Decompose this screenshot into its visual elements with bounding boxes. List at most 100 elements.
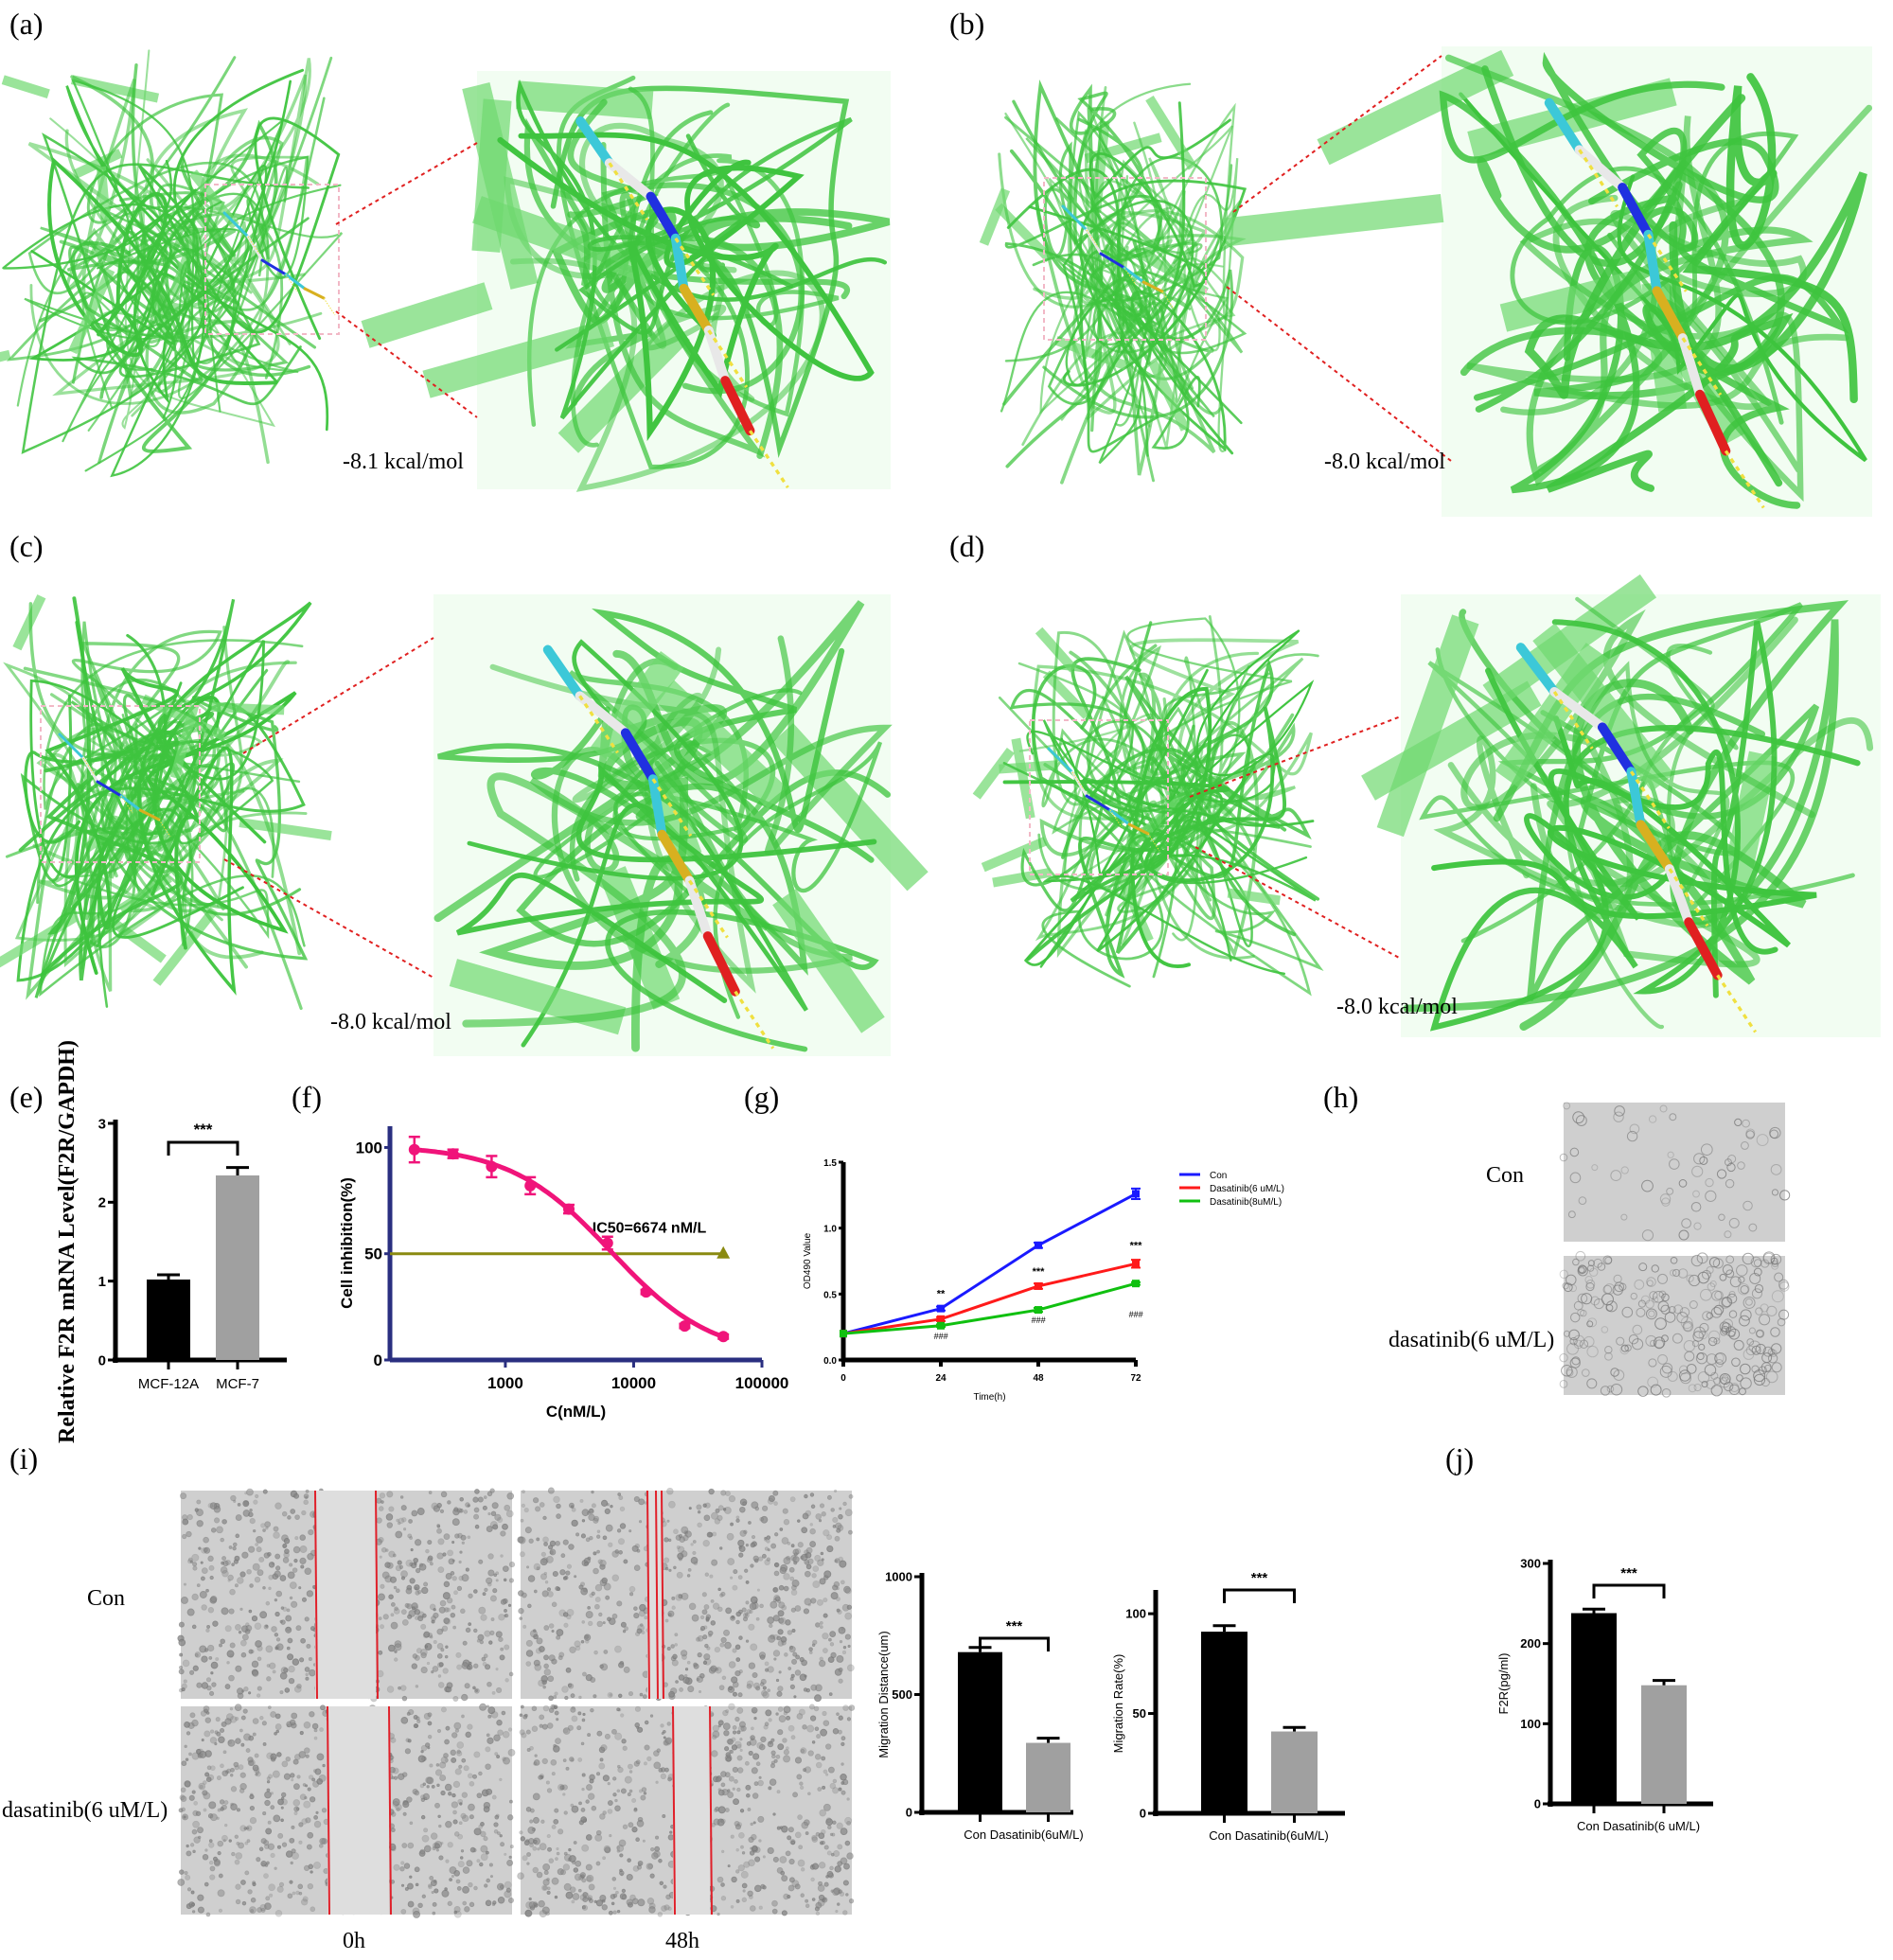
cell [543,1542,548,1546]
cell [469,1780,475,1787]
cell [591,1805,597,1811]
cell [819,1656,823,1661]
cell [646,1863,653,1870]
cell [297,1883,304,1890]
cell [1760,1377,1771,1387]
cell [221,1607,229,1616]
cell [801,1821,809,1829]
cell [732,1787,735,1791]
cell [451,1604,456,1610]
ligand-bond [1549,686,1607,733]
protein-backbone [81,260,299,432]
cell [1713,1376,1722,1386]
cell [202,1854,209,1861]
cell [556,1513,561,1519]
cell [639,1603,646,1612]
cell [1637,1386,1649,1397]
cell [732,1648,737,1653]
cell [1653,1336,1666,1349]
cell [427,1734,433,1739]
cell [274,1633,279,1637]
cell [803,1687,808,1692]
significance-bracket [1592,1583,1666,1598]
cell [591,1490,594,1494]
cell [1686,1274,1694,1282]
cell [444,1783,452,1792]
cell [432,1666,439,1672]
cell [552,1704,556,1708]
cell [557,1828,564,1835]
cell [265,1828,273,1835]
cell [252,1718,259,1724]
cell [664,1618,669,1623]
cell [443,1617,451,1624]
cell [192,1820,200,1828]
protein-backbone [44,667,199,950]
x-tick-label: 48 [1033,1373,1044,1384]
cell [246,1839,251,1844]
cell [436,1524,441,1527]
cell [1743,1200,1753,1211]
cell [234,1704,242,1711]
cell [181,1597,188,1604]
cell [509,1799,513,1804]
cell [596,1620,603,1628]
ligand-bond [1684,917,1723,980]
cell [180,1787,186,1793]
cell [635,1759,641,1765]
cell [399,1495,404,1499]
cell [605,1524,613,1532]
hydrogen-bond [247,236,260,255]
cell [289,1581,297,1590]
cell [644,1616,648,1620]
cell [598,1746,606,1754]
cell [770,1543,777,1549]
cell [593,1551,597,1556]
cell [288,1665,295,1673]
cell [431,1502,438,1510]
cell [706,1531,713,1538]
cell [826,1494,832,1500]
cell [1761,1352,1773,1364]
cell [299,1534,307,1541]
cell [765,1709,772,1717]
cell [789,1676,794,1681]
cell [781,1910,787,1916]
cell [545,1911,551,1916]
cell [409,1875,413,1879]
cell [741,1882,748,1889]
cell [782,1738,787,1743]
cell [1779,1190,1791,1201]
cell [768,1718,772,1722]
cell [458,1821,463,1826]
cell [1708,1257,1721,1268]
cell [618,1495,624,1501]
cell [503,1757,510,1765]
cell [666,1519,670,1523]
cell [196,1509,203,1517]
cell [772,1650,781,1657]
cell [400,1609,407,1616]
y-tick-label: 0.5 [823,1290,837,1300]
cell [636,1628,643,1634]
cell [192,1562,198,1567]
significance-hash: ### [933,1332,948,1341]
cell [687,1567,692,1572]
hydrogen-bond [1716,974,1758,1033]
cell [1587,1260,1595,1267]
cell [445,1725,451,1731]
cell [191,1553,200,1562]
cell [479,1703,487,1711]
panel-label-g: (g) [744,1080,779,1114]
cell [788,1566,795,1573]
cell [1583,1335,1595,1348]
cell [702,1540,710,1547]
cell [540,1558,548,1566]
cell [1584,1275,1593,1284]
cell [641,1631,646,1634]
cell [433,1639,437,1645]
cell [292,1545,301,1554]
cell [205,1776,212,1783]
cell [762,1885,767,1890]
